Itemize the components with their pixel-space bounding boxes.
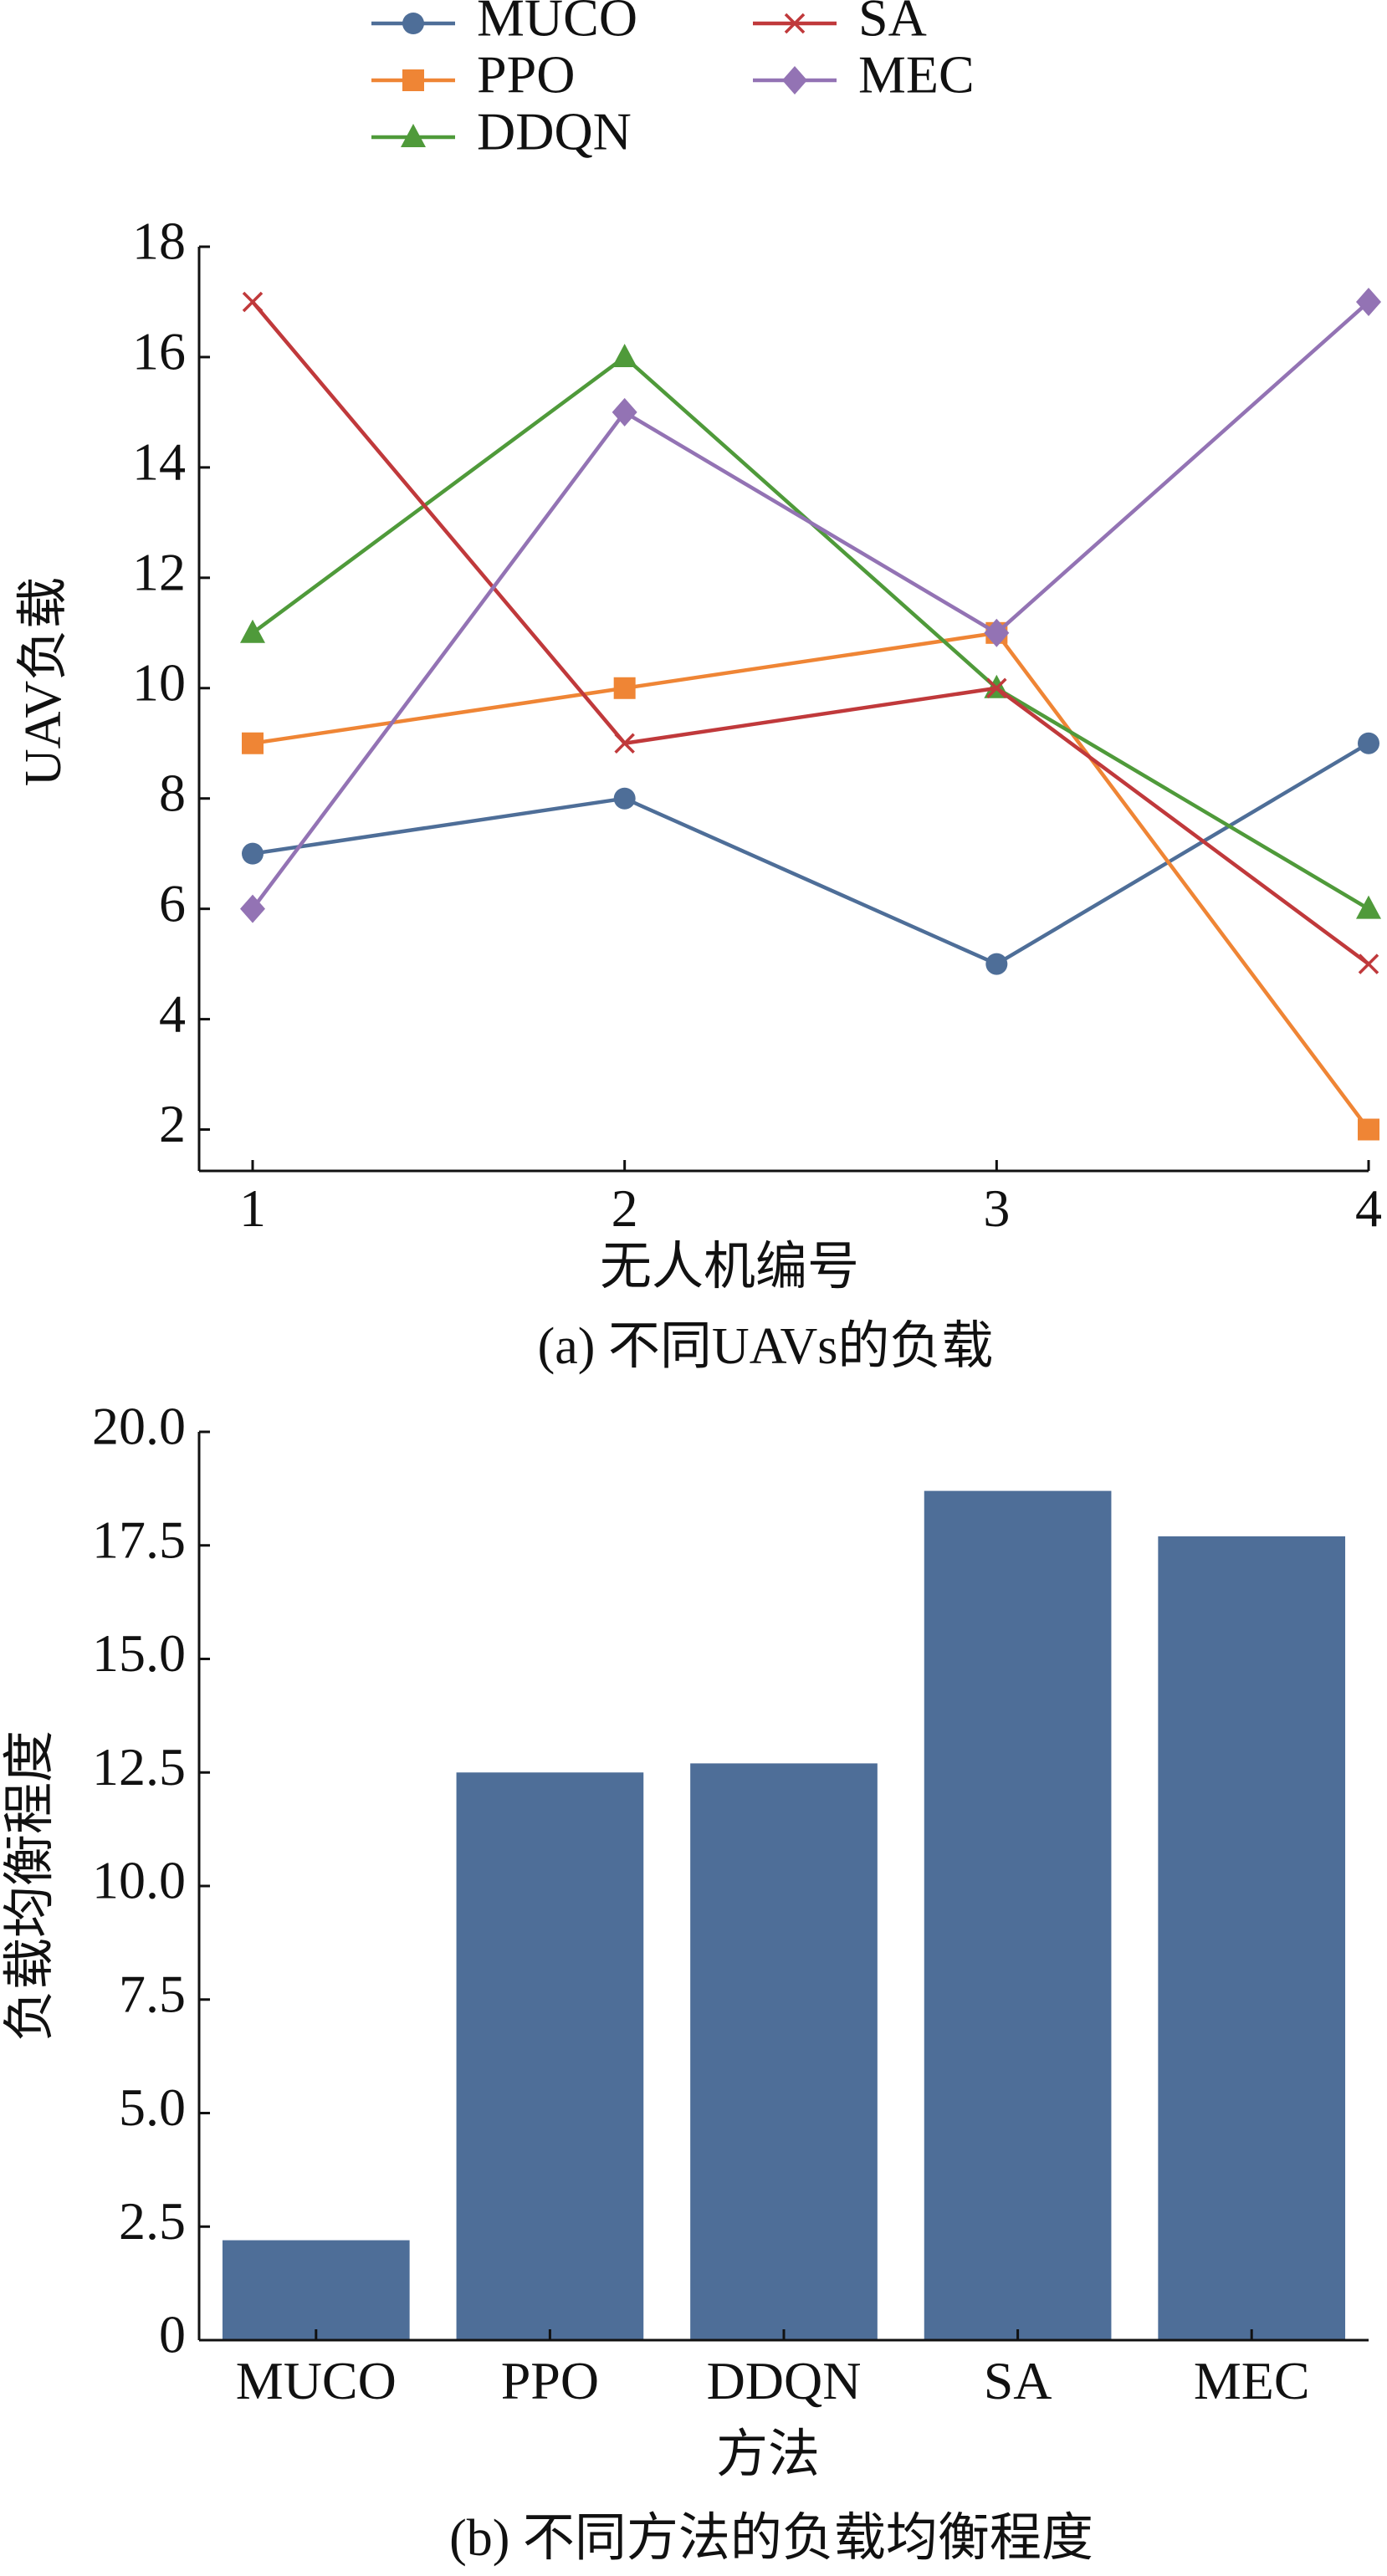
series-line (251, 300, 1370, 910)
x-axis-label: 方法 (716, 2426, 820, 2483)
series-ddqn (240, 343, 1381, 919)
data-point (240, 619, 265, 643)
data-point (613, 787, 636, 810)
x-ticks: 1 2 3 4 (239, 1160, 1382, 1238)
y-tick-label: 10.0 (92, 1851, 186, 1910)
series-mec (240, 287, 1381, 923)
x-tick-label: 2 (612, 1178, 638, 1238)
data-point-stroke (242, 291, 264, 313)
data-point (1356, 895, 1381, 919)
legend-marker (782, 66, 807, 95)
x-tick-label: SA (984, 2351, 1052, 2410)
legend-marker-stroke (784, 13, 806, 34)
series-line (252, 631, 1370, 1131)
data-point (612, 343, 637, 367)
legend-label: SA (858, 0, 927, 48)
data-point (242, 291, 264, 313)
legend-marker (784, 13, 806, 34)
y-axis-label: 负载均衡程度 (2, 1730, 59, 2042)
data-point (985, 953, 1008, 975)
y-tick-label: 12 (132, 543, 186, 602)
data-point-stroke (1358, 953, 1379, 974)
series-line (251, 355, 1370, 911)
data-point-stroke (614, 733, 635, 754)
legend-marker (401, 124, 426, 147)
y-tick-label: 5.0 (119, 2078, 186, 2137)
data-point (1358, 953, 1379, 974)
legend-entry-mec: MEC (753, 45, 975, 105)
data-point (242, 842, 264, 865)
legend-marker (402, 69, 424, 91)
x-tick-label: DDQN (707, 2351, 862, 2410)
x-tick-label: 3 (983, 1178, 1010, 1238)
y-tick-label: 7.5 (119, 1964, 186, 2023)
legend-label: DDQN (477, 102, 632, 161)
data-point (612, 397, 637, 427)
data-point-stroke (986, 677, 1007, 698)
bar-mec (1158, 1536, 1346, 2340)
y-tick-label: 4 (159, 984, 186, 1043)
y-tick-label: 10 (132, 652, 186, 712)
data-point (242, 732, 264, 754)
bars-group (222, 1490, 1346, 2340)
line-chart-axes (197, 247, 1369, 1173)
legend-entry-muco: MUCO (371, 0, 637, 48)
series-muco (242, 732, 1379, 975)
y-tick-label: 18 (132, 212, 186, 271)
x-tick-label: 1 (239, 1178, 266, 1238)
x-tick-label: PPO (501, 2351, 599, 2410)
y-tick-label: 12.5 (92, 1737, 186, 1797)
y-tick-label: 0 (159, 2305, 186, 2364)
legend-label: MUCO (477, 0, 637, 48)
legend-entry-ddqn: DDQN (371, 102, 632, 161)
data-point (1358, 732, 1379, 754)
legend-label: MEC (858, 45, 975, 105)
y-tick-label: 17.5 (92, 1510, 186, 1569)
legend-marker (402, 13, 424, 34)
y-ticks: 0 2.5 5.0 7.5 10.0 12.5 15.0 17.5 20.0 (92, 1397, 210, 2364)
series-line (252, 741, 1370, 966)
x-ticks: MUCO PPO DDQN SA MEC (236, 2329, 1310, 2410)
bar-ddqn (690, 1763, 878, 2340)
x-tick-label: 4 (1355, 1178, 1382, 1238)
y-tick-label: 16 (132, 322, 186, 381)
data-point (240, 894, 265, 923)
series-group (240, 287, 1381, 1141)
bar-ppo (456, 1772, 644, 2340)
y-tick-label: 8 (159, 763, 186, 822)
y-ticks: 2 4 6 8 10 12 14 16 18 (132, 212, 210, 1153)
y-tick-label: 20.0 (92, 1397, 186, 1456)
y-tick-label: 14 (132, 432, 186, 492)
bar-sa (924, 1490, 1112, 2340)
y-tick-label: 6 (159, 873, 186, 933)
x-tick-label: MUCO (236, 2351, 397, 2410)
y-tick-label: 2 (159, 1094, 186, 1153)
chart-caption: (a) 不同UAVs的负载 (538, 1318, 994, 1375)
data-point (984, 618, 1010, 647)
series-line (251, 300, 1370, 966)
y-tick-label: 15.0 (92, 1623, 186, 1683)
legend-entry-ppo: PPO (371, 45, 575, 105)
bar-muco (222, 2240, 410, 2340)
y-tick-label: 2.5 (119, 2191, 186, 2251)
data-point (1356, 287, 1381, 316)
legend-entry-sa: SA (753, 0, 927, 48)
data-point (614, 733, 635, 754)
y-axis-label: UAV负载 (15, 577, 72, 786)
chart-caption: (b) 不同方法的负载均衡程度 (449, 2510, 1093, 2567)
x-axis-label: 无人机编号 (600, 1239, 859, 1296)
legend-label: PPO (477, 45, 575, 105)
data-point (613, 677, 636, 699)
x-tick-label: MEC (1194, 2351, 1310, 2410)
data-point (986, 677, 1007, 698)
series-sa (242, 291, 1379, 974)
bar-chart: 0 2.5 5.0 7.5 10.0 12.5 15.0 17.5 20.0 MUCO PPO DD… (2, 1397, 1369, 2567)
data-point (1358, 1118, 1379, 1141)
